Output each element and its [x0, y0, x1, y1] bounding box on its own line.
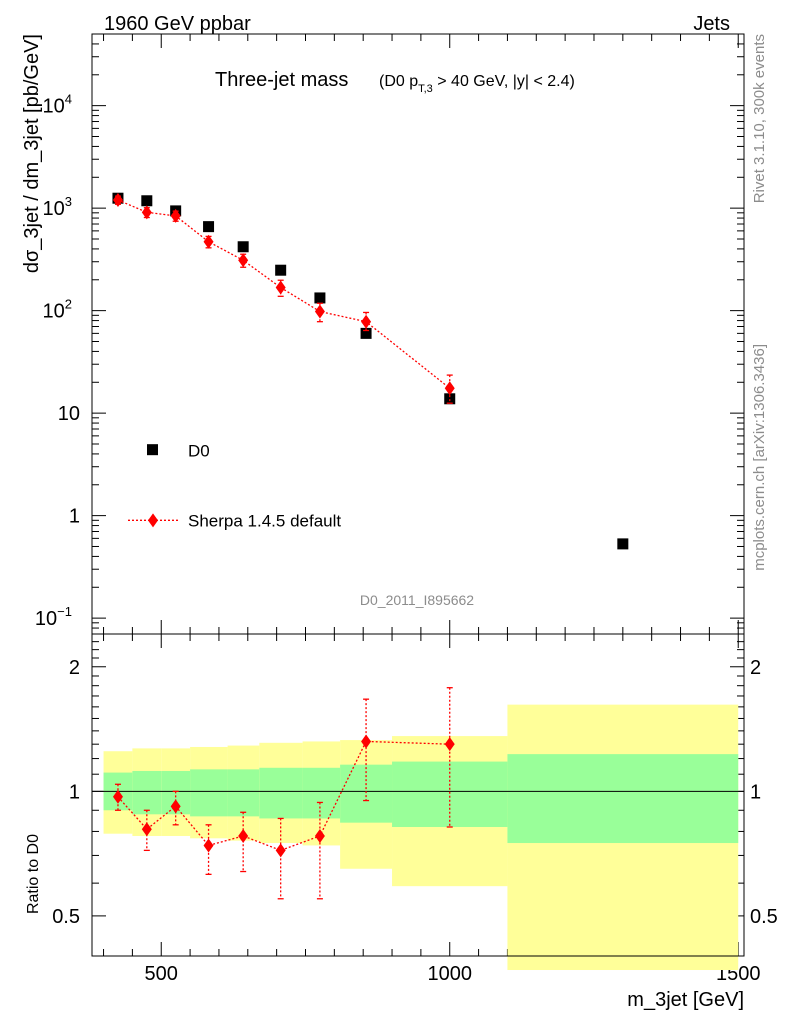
mc-point — [275, 843, 286, 858]
uncertainty-band-inner — [132, 770, 162, 815]
mc-point — [275, 280, 286, 295]
y-axis-label: dσ_3jet / dm_3jet [pb/GeV] — [21, 34, 43, 273]
mc-point — [361, 734, 372, 749]
mc-point — [112, 193, 123, 208]
ratio-y-tick-label-left: 2 — [69, 657, 80, 679]
mc-point — [238, 828, 249, 843]
y-tick-label: 10 — [58, 403, 80, 425]
legend-marker-mc — [148, 513, 158, 528]
data-point-d0 — [203, 221, 215, 233]
legend-marker-d0 — [147, 444, 158, 456]
legend-label-mc: Sherpa 1.4.5 default — [188, 511, 341, 530]
rivet-version-label: Rivet 3.1.10, 300k events — [751, 34, 768, 203]
energy-label: 1960 GeV ppbar — [104, 13, 251, 35]
x-axis-label: m_3jet [GeV] — [627, 989, 744, 1011]
plot-title: Three-jet mass — [215, 69, 348, 91]
x-tick-label: 1000 — [427, 963, 472, 985]
y-tick-label: 103 — [43, 194, 72, 220]
mcplots-label: mcplots.cern.ch [arXiv:1306.3436] — [751, 344, 768, 571]
uncertainty-band-inner — [190, 769, 228, 817]
mc-point — [203, 234, 214, 249]
y-tick-label: 102 — [43, 297, 72, 323]
mc-point — [170, 799, 181, 814]
ratio-y-axis-label: Ratio to D0 — [25, 834, 42, 914]
mc-point — [314, 304, 325, 319]
ratio-y-tick-label-left: 1 — [69, 781, 80, 803]
mc-point — [444, 737, 455, 752]
mc-point — [314, 828, 325, 843]
y-tick-label: 1 — [69, 506, 80, 528]
uncertainty-band-inner — [259, 767, 303, 819]
data-point-d0 — [617, 538, 629, 550]
ratio-y-tick-label-right: 0.5 — [750, 906, 778, 928]
y-tick-label: 10−1 — [35, 604, 72, 630]
ratio-panel-frame — [91, 633, 745, 957]
mc-point — [112, 789, 123, 804]
mc-point — [203, 838, 214, 853]
legend-label-d0: D0 — [188, 442, 210, 461]
uncertainty-band-inner — [340, 764, 393, 823]
uncertainty-band-inner — [227, 769, 260, 817]
data-point-d0 — [314, 292, 326, 304]
data-point-d0 — [141, 195, 153, 207]
category-label: Jets — [693, 13, 730, 35]
ratio-y-tick-label-right: 1 — [750, 781, 761, 803]
mc-point — [361, 314, 372, 329]
data-point-d0 — [360, 327, 372, 339]
uncertainty-band-inner — [507, 754, 739, 844]
data-point-d0 — [444, 393, 456, 405]
analysis-id-label: D0_2011_I895662 — [360, 592, 474, 608]
mc-point — [141, 205, 152, 220]
data-point-d0 — [237, 241, 249, 253]
mc-point — [141, 822, 152, 837]
x-tick-label: 500 — [145, 963, 178, 985]
main-panel-frame — [91, 33, 745, 635]
plot-title-cut: (D0 pT,3 > 40 GeV, |y| < 2.4) — [379, 73, 575, 95]
mc-point — [238, 253, 249, 268]
mc-series-line — [117, 199, 451, 389]
ratio-y-tick-label-right: 2 — [750, 657, 761, 679]
data-point-d0 — [275, 264, 287, 276]
mc-point — [444, 381, 455, 396]
y-tick-label: 104 — [43, 92, 72, 118]
ratio-y-tick-label-left: 0.5 — [52, 906, 80, 928]
mc-point — [170, 208, 181, 223]
uncertainty-band-inner — [302, 767, 341, 819]
